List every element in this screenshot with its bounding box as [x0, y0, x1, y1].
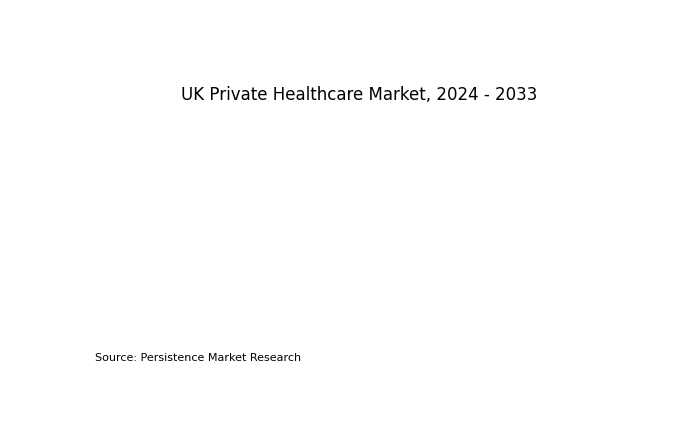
Text: Source: Persistence Market Research: Source: Persistence Market Research: [95, 353, 302, 363]
Text: UK Private Healthcare Market, 2024 - 2033: UK Private Healthcare Market, 2024 - 203…: [181, 86, 537, 104]
